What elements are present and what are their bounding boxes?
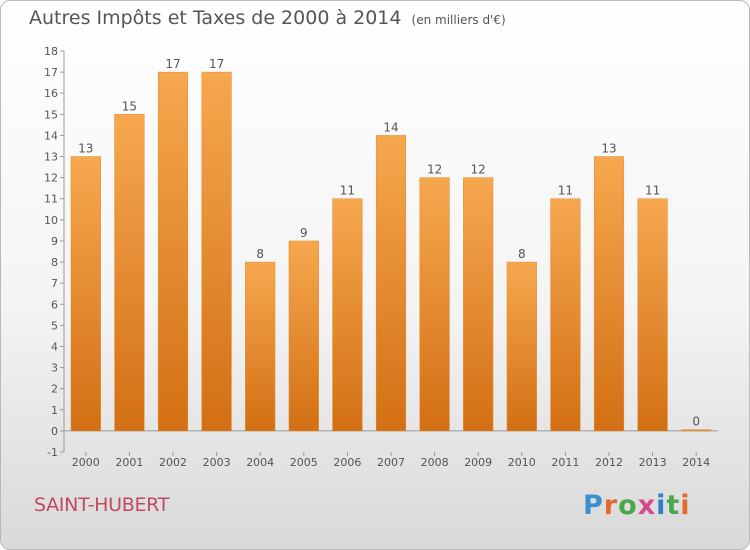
bar: [419, 177, 450, 432]
x-tick-label: 2007: [377, 456, 405, 469]
data-label: 13: [601, 142, 616, 156]
y-tick-label: 6: [51, 298, 58, 311]
y-tick-label: 16: [44, 87, 58, 100]
y-tick-label: 9: [51, 235, 58, 248]
bar: [637, 198, 668, 432]
x-axis: 2000 2001 2002 2003 2004 2005 2006 2007 2008 2009…: [64, 430, 718, 469]
bar: [114, 114, 145, 432]
bar: [463, 177, 494, 432]
bar: [245, 261, 276, 432]
chart-title-text: Autres Impôts et Taxes de 2000 à 2014: [29, 7, 402, 29]
x-tick-label: 2012: [595, 456, 623, 469]
x-tick-label: 2001: [115, 456, 143, 469]
data-label: 9: [300, 226, 308, 240]
y-tick-label: 12: [44, 172, 58, 185]
bar: [70, 156, 101, 432]
x-tick-label: 2010: [508, 456, 536, 469]
data-label: 12: [471, 163, 486, 177]
bars: 13 15 17 17 8 9 11 14 12 12 8 11 13 11 0: [70, 57, 712, 432]
data-label: 0: [692, 415, 700, 429]
y-tick-label: 5: [51, 319, 58, 332]
data-label: 13: [78, 142, 93, 156]
x-tick-label: 2014: [682, 456, 710, 469]
bar: [681, 429, 712, 432]
bar: [288, 240, 319, 432]
y-tick-label: 7: [51, 277, 58, 290]
data-label: 17: [165, 57, 180, 71]
x-tick-label: 2011: [551, 456, 579, 469]
y-tick-label: 14: [44, 129, 58, 142]
chart-subtitle: (en milliers d'€): [411, 13, 506, 27]
y-tick-label: -1: [47, 446, 58, 459]
proxiti-logo: Proxiti: [583, 490, 691, 521]
x-tick-label: 2009: [464, 456, 492, 469]
data-label: 11: [340, 184, 355, 198]
data-label: 8: [518, 247, 526, 261]
bar: [375, 135, 407, 432]
x-tick-label: 2005: [290, 456, 318, 469]
x-tick-label: 2002: [159, 456, 187, 469]
chart-title: Autres Impôts et Taxes de 2000 à 2014 (e…: [29, 7, 506, 29]
data-label: 11: [645, 184, 660, 198]
y-tick-label: 13: [44, 151, 58, 164]
x-tick-label: 2006: [333, 456, 361, 469]
bar: [550, 198, 581, 432]
bar: [593, 156, 625, 432]
bar: [506, 261, 537, 432]
y-tick-label: 2: [51, 383, 58, 396]
bar: [201, 71, 232, 432]
x-tick-label: 2000: [72, 456, 100, 469]
y-tick-label: 10: [44, 214, 58, 227]
x-tick-label: 2003: [203, 456, 231, 469]
y-tick-label: 1: [51, 404, 58, 417]
data-label: 12: [427, 163, 442, 177]
data-label: 15: [122, 99, 137, 113]
y-tick-label: 18: [44, 45, 58, 58]
y-tick-label: 4: [51, 340, 58, 353]
x-tick-label: 2013: [639, 456, 667, 469]
y-tick-label: 3: [51, 362, 58, 375]
y-tick-label: 17: [44, 66, 58, 79]
bar: [332, 198, 363, 432]
data-label: 14: [383, 120, 398, 134]
y-tick-label: 8: [51, 256, 58, 269]
data-label: 8: [256, 247, 264, 261]
data-label: 17: [209, 57, 224, 71]
commune-name: SAINT-HUBERT: [34, 494, 170, 516]
y-tick-label: 15: [44, 108, 58, 121]
x-tick-label: 2008: [421, 456, 449, 469]
y-tick-label: 11: [44, 193, 58, 206]
x-tick-label: 2004: [246, 456, 274, 469]
bar: [157, 71, 189, 432]
y-tick-label: 0: [51, 425, 58, 438]
data-label: 11: [558, 184, 573, 198]
